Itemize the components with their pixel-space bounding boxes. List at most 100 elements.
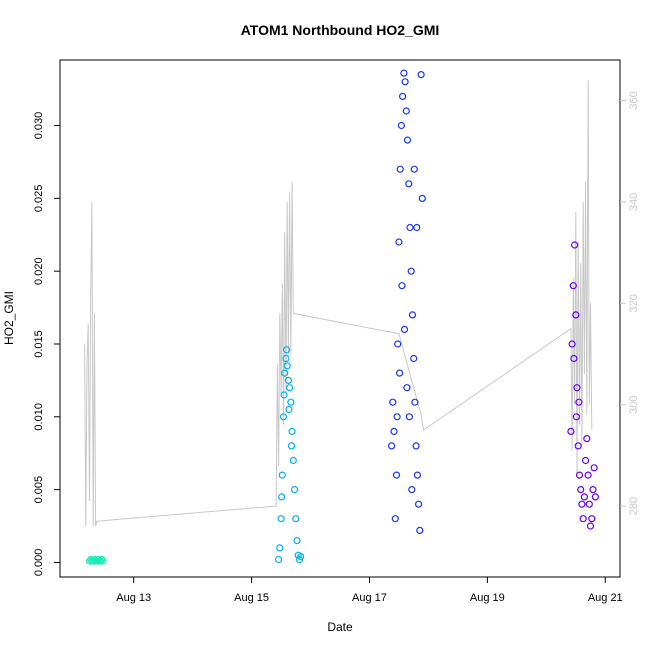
data-point	[392, 471, 401, 479]
data-point	[400, 69, 408, 77]
data-point	[408, 486, 416, 494]
data-point	[408, 311, 417, 319]
y2-tick-label: 360	[628, 91, 640, 109]
data-point	[573, 384, 581, 392]
x-axis: Aug 13 Aug 15 Aug 17 Aug 19 Aug 21	[116, 577, 623, 604]
data-point	[287, 398, 295, 406]
data-point	[577, 486, 585, 494]
data-point	[585, 500, 593, 508]
y2-tick-label: 320	[628, 294, 640, 312]
y-tick-label: 0.010	[33, 403, 45, 431]
series-1	[85, 555, 107, 565]
data-point	[583, 435, 591, 443]
data-point	[584, 471, 592, 479]
data-point	[99, 557, 107, 565]
series-2	[275, 346, 305, 564]
data-point	[407, 267, 415, 275]
data-point	[412, 442, 420, 450]
data-point	[396, 369, 404, 377]
data-point	[292, 515, 300, 523]
data-point	[297, 552, 305, 561]
data-point	[578, 500, 586, 508]
data-point	[389, 398, 397, 406]
data-point	[397, 121, 405, 130]
data-point	[288, 427, 296, 435]
y2-tick-label: 300	[628, 396, 640, 414]
data-point	[285, 405, 293, 414]
data-point	[281, 369, 289, 377]
x-tick-label: Aug 15	[234, 592, 269, 604]
data-point	[415, 500, 423, 508]
data-point	[574, 442, 582, 450]
x-tick-label: Aug 17	[352, 592, 387, 604]
data-point	[417, 70, 425, 79]
data-point	[591, 493, 600, 501]
data-point	[418, 194, 426, 202]
y2-tick-label: 280	[628, 497, 640, 515]
data-point	[570, 354, 578, 363]
data-point	[589, 486, 597, 494]
data-point	[410, 165, 418, 173]
secondary-line-layer	[84, 80, 593, 527]
data-point	[291, 486, 299, 494]
data-point	[280, 391, 288, 399]
data-point	[391, 515, 399, 523]
data-point	[572, 413, 581, 421]
data-point	[413, 223, 421, 232]
data-point	[586, 522, 595, 530]
data-point	[398, 282, 406, 290]
plot-frame	[59, 59, 621, 578]
x-tick-label: Aug 13	[116, 592, 151, 604]
data-point	[286, 384, 294, 392]
series-3	[388, 69, 426, 535]
data-point	[402, 107, 410, 115]
data-point	[393, 413, 401, 421]
secondary-series-line	[84, 80, 593, 527]
data-point	[410, 354, 418, 363]
data-point	[570, 241, 579, 249]
x-axis-label: Date	[327, 620, 353, 634]
data-point	[569, 282, 577, 290]
data-point	[580, 493, 589, 501]
data-point	[401, 78, 409, 86]
data-point	[275, 555, 283, 564]
data-point	[579, 515, 587, 523]
data-point	[405, 413, 413, 421]
y-tick-label: 0.020	[33, 257, 45, 285]
y-tick-label: 0.005	[33, 476, 45, 504]
series-4	[567, 241, 600, 530]
data-point	[98, 555, 106, 564]
data-point	[575, 398, 583, 406]
x-tick-label: Aug 19	[470, 592, 505, 604]
data-point	[406, 223, 414, 232]
series-layer	[85, 69, 600, 565]
y2-axis: 280 300 320 340 360	[620, 91, 640, 515]
data-point	[399, 92, 407, 101]
data-point	[413, 471, 421, 479]
y-tick-label: 0.025	[33, 185, 45, 213]
data-point	[283, 346, 291, 354]
data-point	[283, 362, 291, 370]
data-point	[411, 398, 419, 406]
data-point	[287, 442, 296, 450]
y-tick-label: 0.015	[33, 330, 45, 358]
data-point	[568, 340, 576, 348]
data-point	[96, 557, 105, 565]
data-point	[567, 427, 575, 435]
data-point	[293, 536, 301, 545]
y-tick-label: 0.030	[33, 112, 45, 140]
data-point	[390, 427, 398, 435]
y2-tick-label: 340	[628, 193, 640, 211]
chart-title: ATOM1 Northbound HO2_GMI	[241, 22, 440, 38]
data-point	[278, 471, 286, 479]
data-point	[395, 238, 403, 246]
data-point	[277, 515, 285, 523]
data-point	[416, 526, 424, 535]
data-point	[284, 376, 292, 384]
x-tick-label: Aug 21	[588, 592, 623, 604]
data-point	[282, 354, 290, 363]
data-point	[590, 464, 598, 472]
data-point	[396, 165, 404, 173]
data-point	[278, 493, 286, 501]
